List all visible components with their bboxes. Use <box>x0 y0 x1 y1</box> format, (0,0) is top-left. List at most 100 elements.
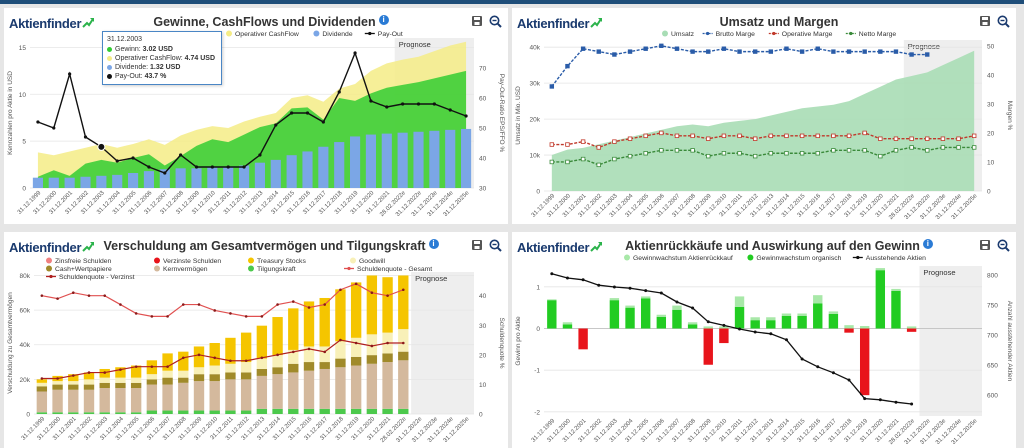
debt-bar-segment <box>319 362 330 369</box>
debt-bar-segment <box>178 370 189 378</box>
debt-bar-segment <box>335 341 346 359</box>
debt-bar-segment <box>303 362 315 371</box>
info-icon[interactable]: i <box>428 239 439 249</box>
debt-ratio-point <box>119 368 122 371</box>
debt-ratio-point <box>166 315 169 318</box>
save-icon[interactable] <box>979 15 991 27</box>
dividend-bar <box>96 175 107 188</box>
debt-bar-segment <box>350 365 362 409</box>
y2-tick-label: 40 <box>479 293 487 300</box>
legend-label: Gewinnwachstum Aktienrückkauf <box>633 255 733 262</box>
tooltip-label: Pay-Out: <box>115 73 143 80</box>
save-icon[interactable] <box>979 239 991 251</box>
save-icon[interactable] <box>471 15 483 27</box>
debt-ratio-interest-line <box>41 339 404 380</box>
shares-outstanding-point <box>847 378 851 382</box>
debt-bar-segment <box>335 408 346 414</box>
organic-growth-bar <box>687 324 698 329</box>
debt-ratio-point <box>339 288 342 292</box>
buyback-growth-bar <box>750 317 760 321</box>
debt-ratio-point <box>386 294 389 297</box>
payout-point <box>97 142 106 151</box>
debt-bar-segment <box>398 351 409 361</box>
debt-ratio-point <box>354 282 358 286</box>
debt-bar-segment <box>225 363 236 373</box>
debt-ratio-point <box>197 303 201 306</box>
legend-label: Operative Marge <box>782 31 833 38</box>
margin-point <box>627 49 633 54</box>
debt-bar-segment <box>256 358 268 369</box>
debt-bar-segment <box>335 289 346 342</box>
margin-point <box>925 148 930 153</box>
buyback-growth-bar <box>875 268 886 271</box>
debt-bar-segment <box>240 332 252 363</box>
y2-tick-label: 60 <box>479 96 487 103</box>
dividend-bar <box>191 168 202 188</box>
shares-outstanding-point <box>691 306 695 310</box>
payout-point <box>194 165 199 169</box>
margin-point <box>737 49 742 54</box>
zoom-out-icon[interactable] <box>997 239 1010 252</box>
zoom-out-icon[interactable] <box>489 239 502 252</box>
debt-bar-segment <box>162 410 173 414</box>
margin-point <box>846 148 852 153</box>
y-tick-label: 5 <box>22 139 26 146</box>
debt-ratio-point <box>291 300 295 303</box>
margin-line <box>551 146 975 166</box>
margin-point <box>659 43 664 49</box>
shares-outstanding-point <box>831 371 835 375</box>
legend-marker <box>46 257 52 264</box>
organic-growth-bar <box>797 316 807 329</box>
debt-bar-segment <box>288 308 299 350</box>
margin-point <box>971 133 977 139</box>
buyback-growth-bar <box>656 314 667 317</box>
dividend-bar <box>318 146 329 188</box>
dividend-bar <box>413 131 424 188</box>
margin-point <box>674 133 680 139</box>
trend-arrow-icon <box>82 18 95 28</box>
trend-arrow-icon <box>590 242 603 252</box>
margin-point <box>862 49 867 54</box>
tooltip-value: 43.7 % <box>144 73 167 80</box>
margin-point <box>940 136 946 141</box>
brand-logo: Aktienfinder <box>517 12 603 34</box>
debt-bar-segment <box>398 360 409 409</box>
debt-bar-segment <box>272 367 283 375</box>
shares-outstanding-point <box>769 332 773 336</box>
buyback-growth-bar <box>562 322 573 325</box>
shares-outstanding-point <box>738 327 742 331</box>
debt-ratio-point <box>181 303 185 306</box>
buyback-growth-bar <box>906 326 917 329</box>
y-tick-label: 0 <box>536 189 540 196</box>
tooltip-value: 1.32 USD <box>150 64 181 71</box>
y2-axis-title: Pay-Out-Ratio EPS/FFO % <box>498 74 505 153</box>
shares-outstanding-point <box>706 320 710 324</box>
chart-title-text: Verschuldung am Gesamtvermögen und Tilgu… <box>103 239 426 253</box>
organic-growth-bar <box>703 328 713 365</box>
save-icon[interactable] <box>471 239 483 251</box>
margin-line <box>551 132 975 149</box>
zoom-out-icon[interactable] <box>997 15 1010 28</box>
buyback-growth-bar <box>734 296 745 307</box>
legend-marker <box>248 257 254 264</box>
info-icon[interactable]: i <box>378 15 389 25</box>
debt-bar-segment <box>83 384 95 390</box>
tooltip-label: Operativer CashFlow: <box>115 55 183 62</box>
debt-bar-segment <box>335 367 346 409</box>
dividend-bar <box>429 130 440 188</box>
info-icon[interactable]: i <box>922 239 933 249</box>
organic-growth-bar <box>875 270 886 329</box>
payout-point <box>321 120 325 124</box>
y2-tick-label: 40 <box>479 156 487 163</box>
organic-growth-bar <box>766 320 776 329</box>
debt-bar-segment <box>288 372 299 409</box>
y2-tick-label: 700 <box>987 333 998 340</box>
debt-bar-segment <box>366 355 378 364</box>
margin-point <box>706 136 711 141</box>
zoom-out-icon[interactable] <box>489 15 502 28</box>
debt-bar-segment <box>36 386 48 392</box>
debt-bar-segment <box>209 343 220 366</box>
payout-point <box>337 90 341 94</box>
dividend-bar <box>207 167 218 188</box>
margin-point <box>612 156 617 162</box>
